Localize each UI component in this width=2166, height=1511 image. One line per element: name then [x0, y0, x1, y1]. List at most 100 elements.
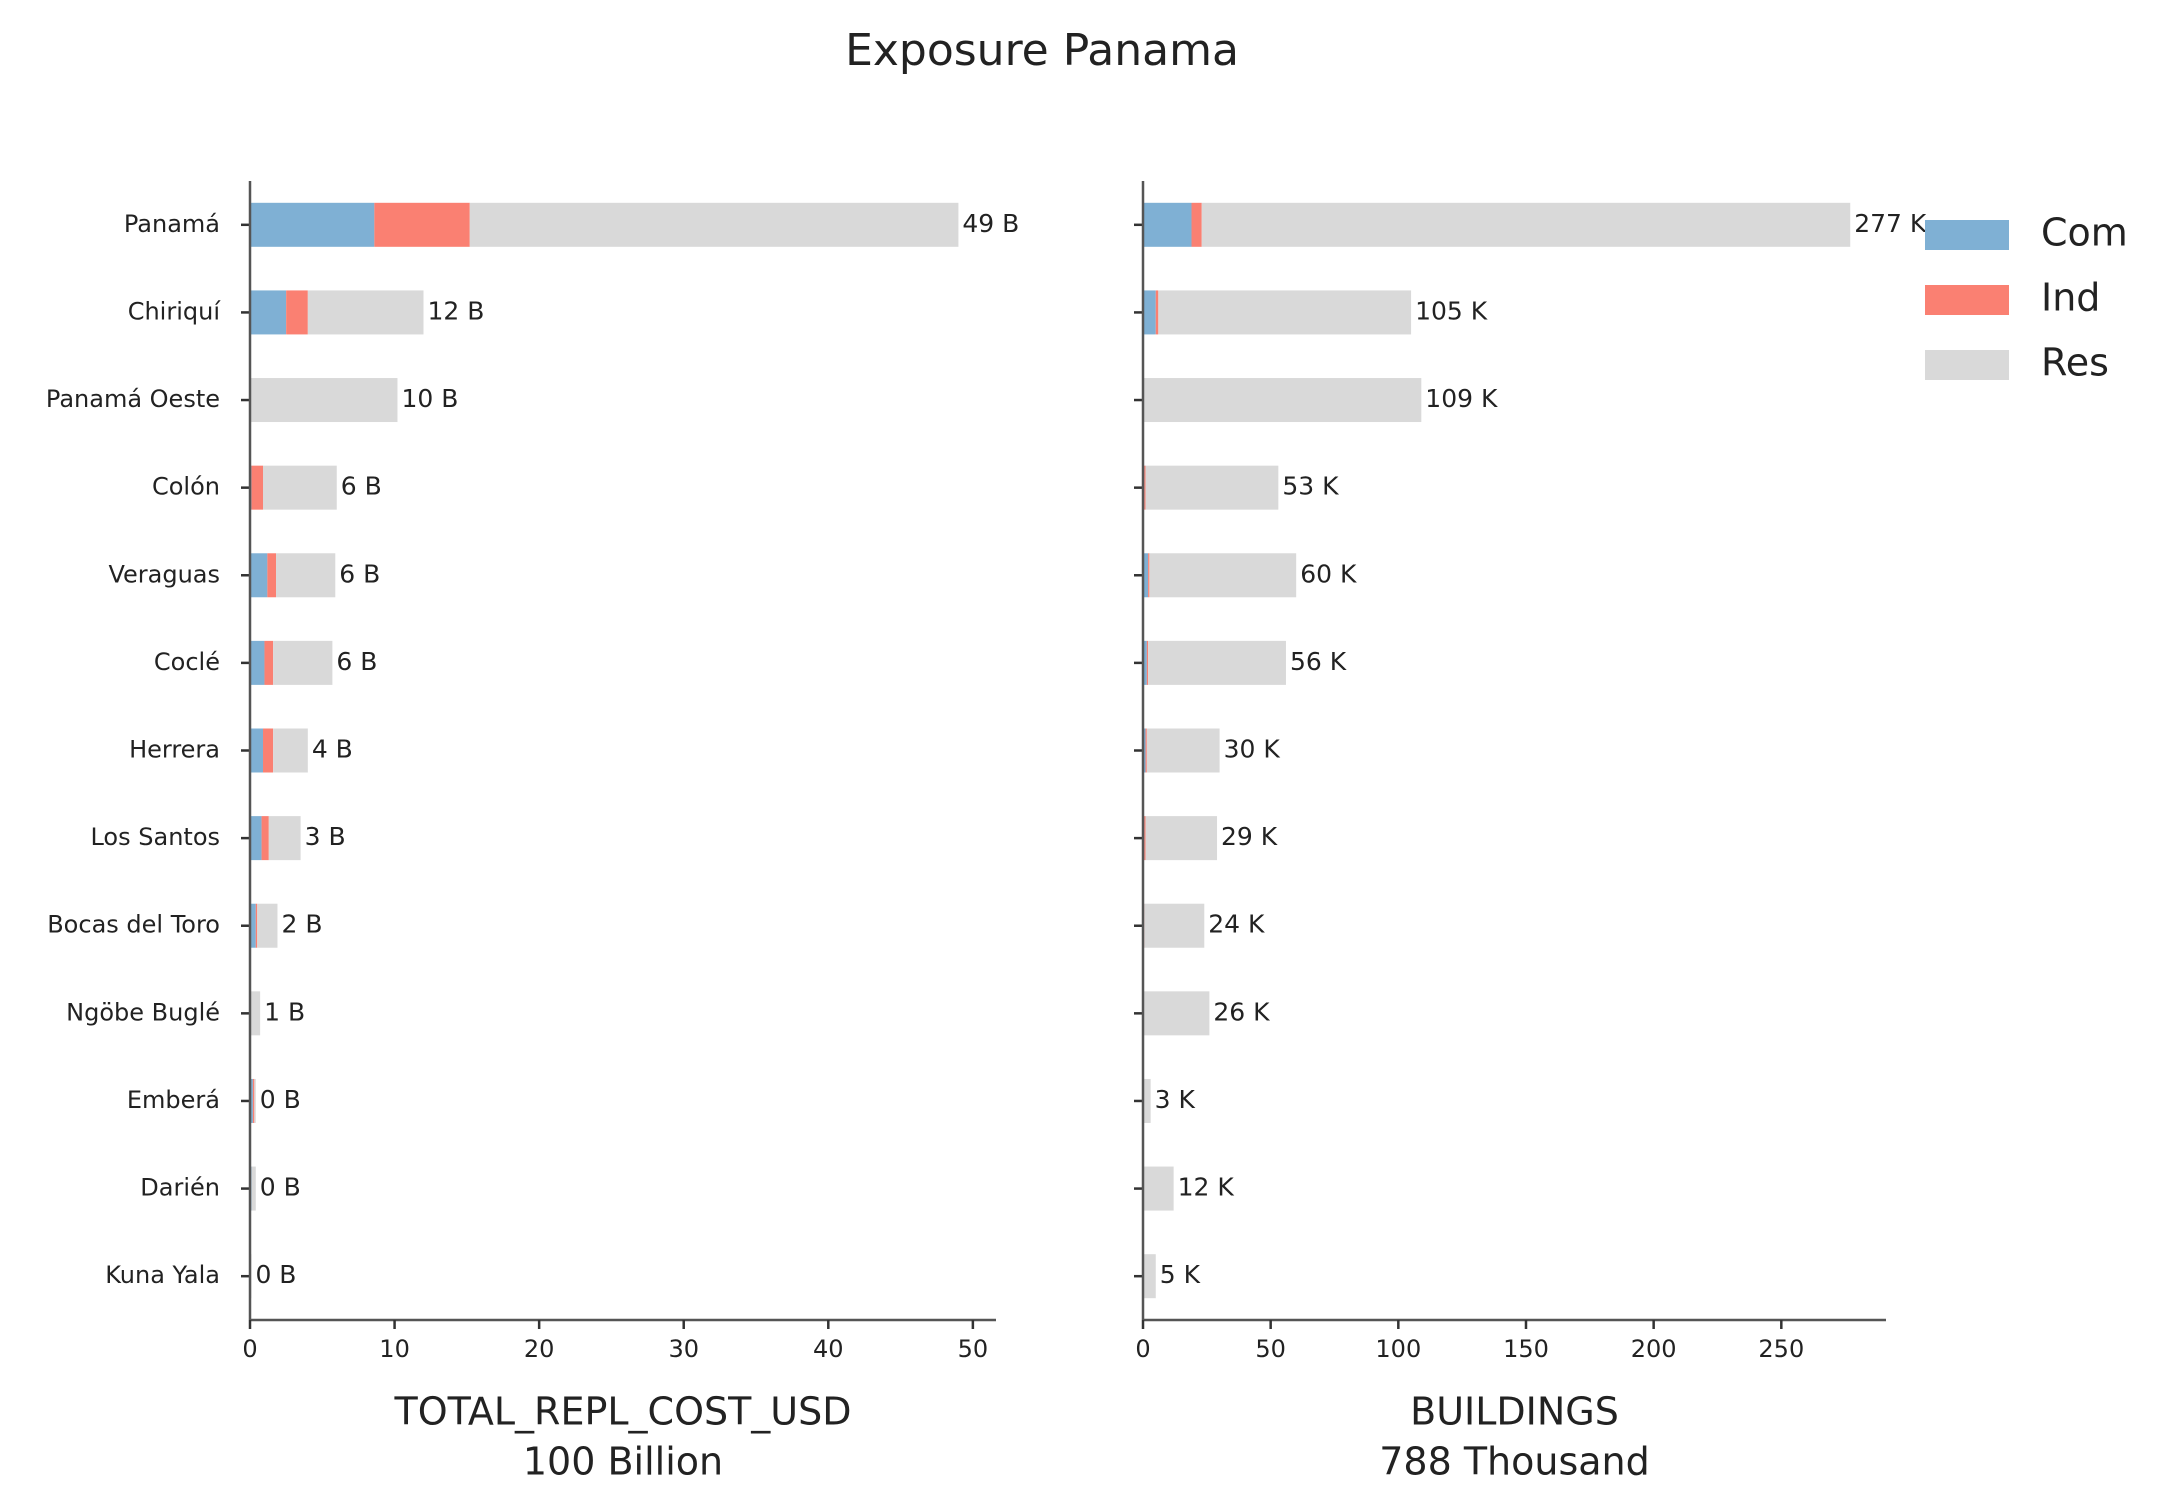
y-tick-label: Los Santos [90, 823, 220, 851]
legend-swatch [1925, 285, 2009, 315]
bar-segment [1144, 903, 1205, 948]
total-label: 6 B [341, 472, 382, 501]
total-label: 30 K [1224, 735, 1281, 764]
bar-segment [268, 816, 301, 861]
x-axis-sublabel: 100 Billion [523, 1440, 723, 1484]
total-label: 26 K [1213, 997, 1270, 1026]
total-label: 12 K [1178, 1173, 1235, 1202]
bar-segment [1145, 465, 1279, 510]
total-label: 49 B [962, 209, 1019, 238]
total-label: 0 B [260, 1085, 301, 1114]
bar-segment [469, 202, 959, 247]
x-axis-label: BUILDINGS [1410, 1390, 1619, 1434]
bar-segment [307, 290, 424, 335]
total-label: 53 K [1282, 472, 1339, 501]
bar-segment [267, 553, 277, 598]
total-label: 24 K [1208, 910, 1265, 939]
bar-segment [1143, 202, 1192, 247]
x-tick-label: 0 [242, 1335, 257, 1363]
total-label: 105 K [1415, 296, 1488, 325]
bar-segment [255, 903, 258, 948]
bar-segment [374, 202, 470, 247]
y-tick-label: Kuna Yala [105, 1261, 220, 1289]
bar-segment [1155, 290, 1159, 335]
total-label: 10 B [401, 384, 458, 413]
bar-segment [1143, 1254, 1156, 1299]
bar-segment [250, 903, 256, 948]
total-label: 2 B [281, 910, 322, 939]
bar-segment [1143, 378, 1422, 423]
bar-segment [273, 728, 308, 773]
total-label: 109 K [1425, 384, 1498, 413]
x-axis-sublabel: 788 Thousand [1379, 1440, 1650, 1484]
x-tick-label: 50 [1255, 1335, 1286, 1363]
total-label: 0 B [260, 1173, 301, 1202]
bar-segment [1158, 290, 1412, 335]
bar-segment [257, 903, 278, 948]
y-tick-label: Panamá [124, 210, 220, 238]
y-tick-label: Bocas del Toro [47, 911, 220, 939]
bar-segment [1144, 465, 1146, 510]
figure-title: Exposure Panama [845, 25, 1239, 76]
bar-segment [1143, 290, 1156, 335]
bar-segment [273, 640, 333, 685]
y-tick-label: Panamá Oeste [46, 385, 220, 413]
y-tick-label: Veraguas [108, 560, 220, 588]
legend-swatch [1925, 220, 2009, 250]
bar-segment [1143, 728, 1146, 773]
total-label: 29 K [1221, 822, 1278, 851]
total-label: 1 B [264, 997, 305, 1026]
bar-segment [1143, 1078, 1151, 1123]
bar-segment [251, 465, 264, 510]
bar-segment [1146, 640, 1149, 685]
bar-segment [1143, 553, 1149, 598]
x-tick-label: 30 [668, 1335, 699, 1363]
bar-segment [1149, 553, 1297, 598]
bar-segment [254, 1078, 256, 1123]
bar-segment [1143, 991, 1210, 1036]
bar-segment [1143, 1166, 1174, 1211]
bar-segment [263, 728, 274, 773]
total-label: 0 B [255, 1260, 296, 1289]
bar-segment [1148, 553, 1150, 598]
total-label: 6 B [339, 559, 380, 588]
bar-segment [1146, 728, 1220, 773]
bar-segment [250, 202, 375, 247]
bar-segment [251, 1166, 256, 1211]
legend-label: Res [2041, 341, 2109, 385]
y-tick-label: Ngöbe Buglé [66, 998, 220, 1026]
bar-segment [250, 728, 264, 773]
y-tick-label: Darién [140, 1174, 220, 1202]
x-tick-label: 200 [1631, 1335, 1677, 1363]
bar-segment [1148, 640, 1286, 685]
x-tick-label: 250 [1758, 1335, 1804, 1363]
total-label: 56 K [1290, 647, 1347, 676]
bar-segment [263, 465, 337, 510]
total-label: 4 B [312, 735, 353, 764]
x-tick-label: 20 [524, 1335, 555, 1363]
x-tick-label: 150 [1503, 1335, 1549, 1363]
bar-segment [250, 553, 268, 598]
bar-segment [1144, 816, 1146, 861]
legend-label: Ind [2041, 276, 2100, 320]
bar-segment [252, 1078, 255, 1123]
x-tick-label: 10 [379, 1335, 410, 1363]
legend-swatch [1925, 350, 2009, 380]
y-tick-label: Chiriquí [128, 297, 222, 325]
x-tick-label: 40 [813, 1335, 844, 1363]
total-label: 12 B [427, 296, 484, 325]
bar-segment [276, 553, 336, 598]
bar-segment [1145, 816, 1218, 861]
bar-segment [250, 378, 398, 423]
x-tick-label: 100 [1375, 1335, 1421, 1363]
y-tick-label: Herrera [129, 736, 220, 764]
x-axis-label: TOTAL_REPL_COST_USD [393, 1390, 851, 1434]
total-label: 60 K [1300, 559, 1357, 588]
x-tick-label: 0 [1135, 1335, 1150, 1363]
bar-segment [250, 816, 262, 861]
bar-segment [286, 290, 308, 335]
total-label: 277 K [1854, 209, 1927, 238]
bar-segment [250, 991, 261, 1036]
x-tick-label: 50 [958, 1335, 989, 1363]
